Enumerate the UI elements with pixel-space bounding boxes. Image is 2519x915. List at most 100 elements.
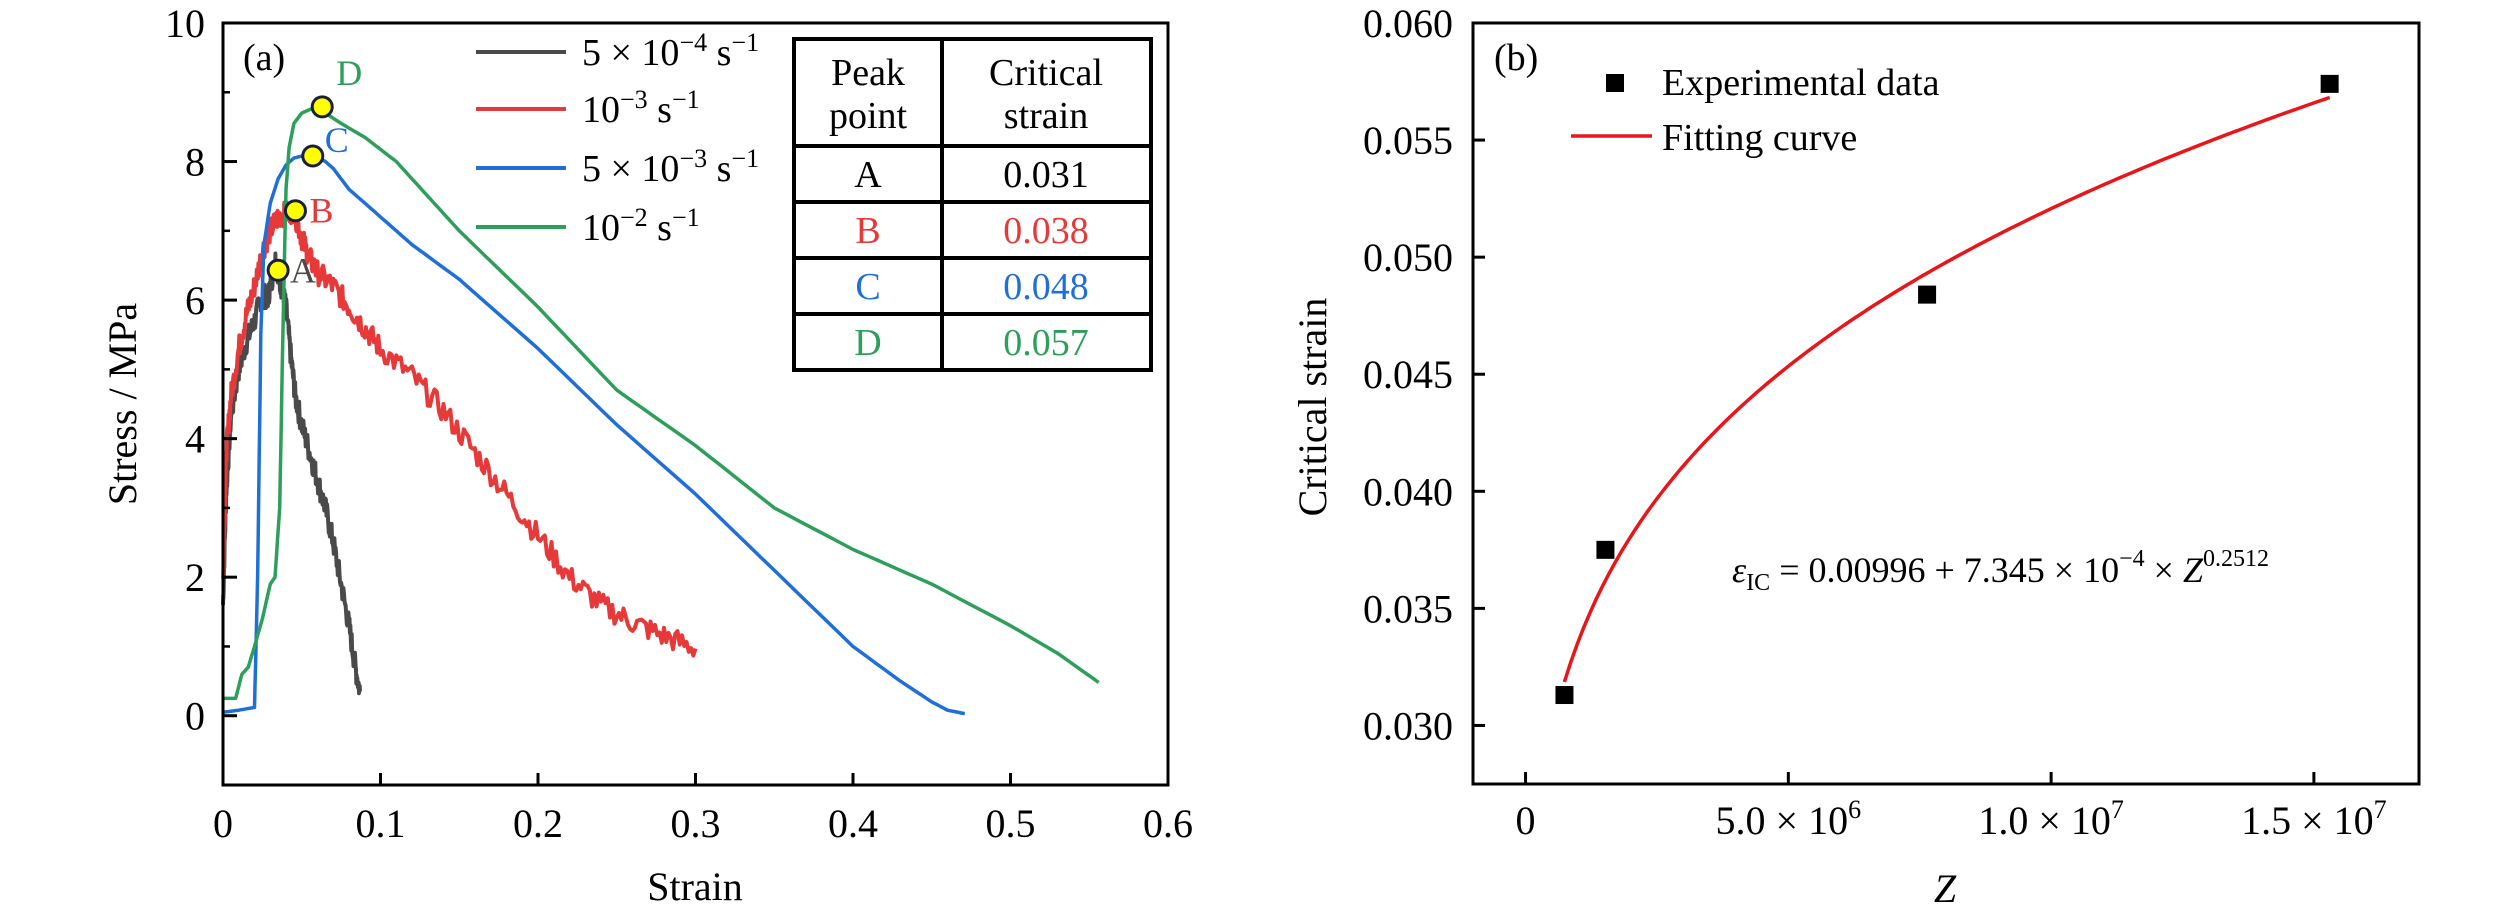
x-tick-label: 0.1 xyxy=(356,801,406,846)
legend-unit-exp: −1 xyxy=(672,203,700,232)
legend-base: 10 xyxy=(582,207,620,249)
eq-tail: × xyxy=(2145,550,2183,590)
table-cell-strain: 0.048 xyxy=(1003,266,1089,308)
panel-b-plot xyxy=(1555,74,2339,705)
legend-unit-exp: −1 xyxy=(731,144,759,173)
table-header-strain-line2: strain xyxy=(1004,95,1088,137)
x-tick-label: 5.0 × 106 xyxy=(1716,795,1862,843)
table-header-strain-line1: Critical xyxy=(989,52,1103,94)
legend-base: 5 × 10 xyxy=(582,148,679,190)
table-header-peak-line1: Peak xyxy=(831,52,905,94)
x-tick-mantissa: 1.0 × 10 xyxy=(1978,798,2111,843)
panel-b-y-axis-title: Critical strain xyxy=(1290,298,1335,517)
critical-strain-table: Peak point Critical strain A 0.031 B 0.038 C… xyxy=(792,37,1153,372)
y-tick-label: 4 xyxy=(185,417,205,462)
panel-b-tag: (b) xyxy=(1494,37,1538,79)
y-tick-label: 0 xyxy=(185,694,205,739)
legend-square-marker-icon xyxy=(1606,74,1624,92)
panel-a-tag: (a) xyxy=(243,37,285,79)
y-tick-label: 0.060 xyxy=(1363,1,1453,46)
data-point-square xyxy=(1555,686,1574,705)
x-tick-mantissa: 5.0 × 10 xyxy=(1716,798,1849,843)
table-cell-point: A xyxy=(854,154,882,196)
eq-body: = 0.00996 + 7.345 × 10 xyxy=(1770,550,2119,590)
legend-unit-exp: −1 xyxy=(672,85,700,114)
x-tick-exponent: 7 xyxy=(2374,795,2387,824)
legend-exp: −4 xyxy=(679,28,707,57)
panel-a-x-axis-title: Strain xyxy=(647,864,743,909)
eq-exp2: 0.2512 xyxy=(2203,546,2269,572)
peak-label-c: C xyxy=(325,120,349,160)
panel-a-legend: 5 × 10−4 s−110−3 s−15 × 10−3 s−110−2 s−1 xyxy=(476,28,759,249)
x-tick-mantissa: 0 xyxy=(1516,798,1536,843)
x-tick-exponent: 7 xyxy=(2111,795,2124,824)
legend-base: 10 xyxy=(582,89,620,131)
legend-exp: −2 xyxy=(620,203,648,232)
x-tick-label: 1.5 × 107 xyxy=(2241,795,2387,843)
table-header-peak-line2: point xyxy=(829,95,908,137)
legend-label-experimental: Experimental data xyxy=(1662,62,1940,104)
legend-label-1: 10−3 s−1 xyxy=(582,85,700,131)
y-tick-label: 0.030 xyxy=(1363,703,1453,748)
data-point-square xyxy=(1596,540,1615,559)
y-tick-label: 0.050 xyxy=(1363,235,1453,280)
panel-b-legend: Experimental data Fitting curve xyxy=(1571,62,1940,159)
peak-marker-a xyxy=(266,258,290,282)
eq-subscript: IC xyxy=(1746,570,1770,596)
table-cell-strain: 0.057 xyxy=(1003,322,1089,364)
peak-label-a: A xyxy=(290,250,316,290)
peak-marker-c xyxy=(301,144,325,168)
eq-epsilon: ε xyxy=(1732,550,1747,590)
table-cell-strain: 0.031 xyxy=(1003,154,1089,196)
legend-unit: s xyxy=(707,32,731,74)
y-tick-label: 0.040 xyxy=(1363,469,1453,514)
peak-marker-d xyxy=(310,95,334,119)
x-tick-label: 0.3 xyxy=(671,801,721,846)
table-cell-point: B xyxy=(855,210,880,252)
legend-exp: −3 xyxy=(620,85,648,114)
x-tick-mantissa: 1.5 × 10 xyxy=(2241,798,2374,843)
panel-a-y-axis-title: Stress / MPa xyxy=(100,303,145,505)
fit-equation: εIC = 0.00996 + 7.345 × 10−4 × Z0.2512 xyxy=(1732,546,2269,596)
eq-var: Z xyxy=(2183,550,2204,590)
panel-b-critical-strain: 0 5.0 × 106 1.0 × 107 1.5 × 1070.0300.0350.… xyxy=(1290,1,2421,911)
y-tick-label: 10 xyxy=(165,1,205,46)
table-cell-point: D xyxy=(854,322,881,364)
y-tick-label: 0.055 xyxy=(1363,118,1453,163)
series-line-1 xyxy=(221,199,698,658)
legend-label-2: 5 × 10−3 s−1 xyxy=(582,144,759,190)
panel-a-ticks: 0 0.1 0.2 0.3 0.4 0.5 0.6 0 2 4 6 8 10 xyxy=(165,1,1193,846)
legend-unit: s xyxy=(648,207,672,249)
x-tick-label: 0.6 xyxy=(1143,801,1193,846)
peak-label-b: B xyxy=(309,191,333,231)
table-rows: A 0.031 B 0.038 C 0.048 D 0.057 xyxy=(854,154,1088,364)
legend-label-fitting: Fitting curve xyxy=(1662,117,1857,159)
table-cell-strain: 0.038 xyxy=(1003,210,1089,252)
x-tick-label: 0 xyxy=(1516,798,1536,843)
legend-base: 5 × 10 xyxy=(582,32,679,74)
y-tick-label: 8 xyxy=(185,140,205,185)
legend-unit-exp: −1 xyxy=(731,28,759,57)
x-tick-exponent: 6 xyxy=(1848,795,1861,824)
y-tick-label: 0.045 xyxy=(1363,352,1453,397)
peak-marker-b xyxy=(283,199,307,223)
data-point-square xyxy=(1918,285,1937,304)
eq-exp1: −4 xyxy=(2119,546,2145,572)
y-tick-label: 0.035 xyxy=(1363,586,1453,631)
x-tick-label: 0.5 xyxy=(986,801,1036,846)
x-tick-label: 0 xyxy=(213,801,233,846)
table-cell-point: C xyxy=(855,266,880,308)
panel-b-x-axis-title: Z xyxy=(1934,866,1957,911)
legend-label-3: 10−2 s−1 xyxy=(582,203,700,249)
series-line-0 xyxy=(221,251,362,696)
legend-exp: −3 xyxy=(679,144,707,173)
legend-label-0: 5 × 10−4 s−1 xyxy=(582,28,759,74)
fitting-curve-line xyxy=(1562,95,2331,683)
legend-unit: s xyxy=(707,148,731,190)
y-tick-label: 6 xyxy=(185,278,205,323)
legend-unit: s xyxy=(648,89,672,131)
series-line-2 xyxy=(222,154,966,716)
panel-a-stress-strain: 0 0.1 0.2 0.3 0.4 0.5 0.6 0 2 4 6 8 10 (a) Strain St… xyxy=(100,1,1193,909)
x-tick-label: 0.2 xyxy=(513,801,563,846)
